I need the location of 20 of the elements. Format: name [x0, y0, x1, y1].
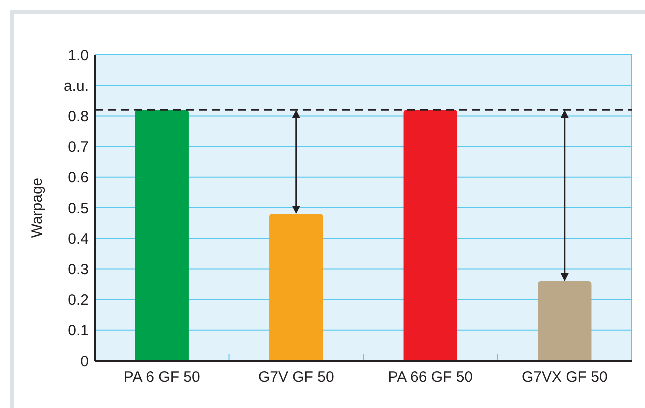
y-tick-label: 0.8	[68, 108, 89, 126]
y-tick-label: 0.5	[68, 200, 89, 218]
x-tick-label: PA 66 GF 50	[388, 369, 474, 386]
bar	[404, 110, 458, 361]
y-tick-label: 0.3	[68, 261, 89, 278]
y-tick-label: 0.1	[68, 322, 89, 340]
bar	[538, 281, 592, 361]
x-tick-label: PA 6 GF 50	[124, 369, 200, 386]
y-tick-label: 1.0	[68, 47, 89, 64]
x-tick-label: G7V GF 50	[258, 369, 334, 386]
y-tick-label: 0.6	[68, 170, 89, 187]
bar	[270, 214, 324, 361]
x-tick-label: G7VX GF 50	[522, 369, 608, 386]
y-tick-label: 0	[80, 353, 89, 370]
y-tick-label: 0.7	[68, 139, 89, 156]
y-tick-label: 0.4	[68, 230, 89, 248]
y-axis-title: Warpage	[29, 178, 46, 238]
y-tick-label: a.u.	[64, 78, 89, 95]
y-tick-label: 0.2	[68, 292, 89, 310]
bar	[135, 110, 189, 361]
